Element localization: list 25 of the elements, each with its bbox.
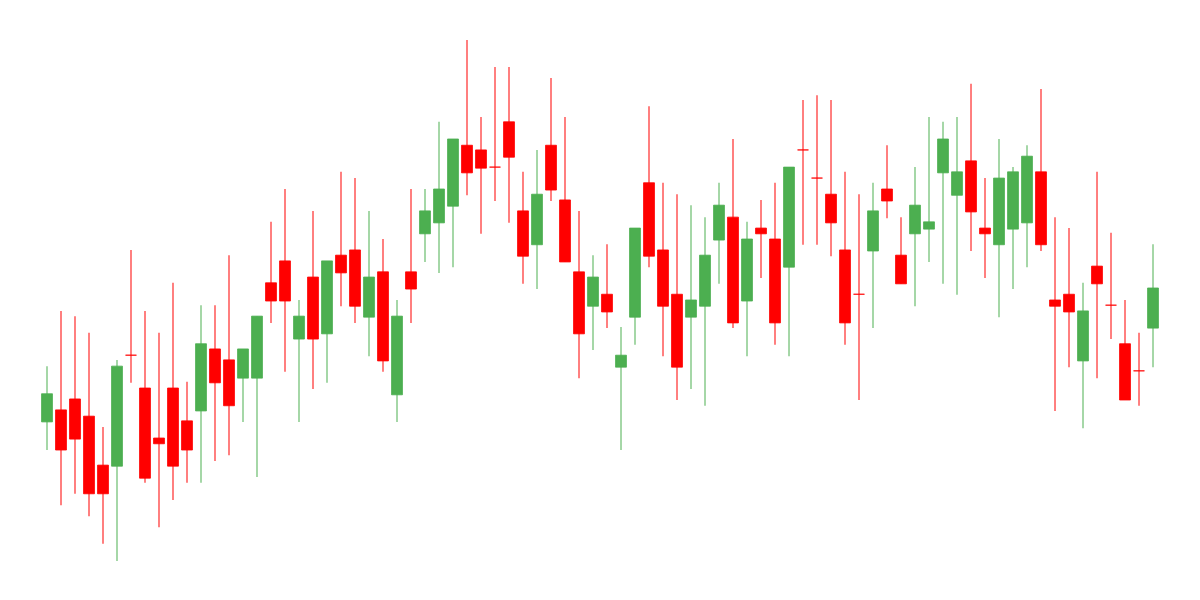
candlestick (1105, 232, 1117, 340)
candlestick (811, 94, 823, 246)
candlestick (601, 243, 613, 329)
candlestick (881, 144, 893, 219)
candlestick (293, 299, 305, 423)
candlestick (979, 177, 991, 279)
candlestick (1091, 171, 1103, 379)
candlestick (797, 99, 809, 246)
candlestick (153, 332, 165, 528)
candlestick (125, 249, 137, 384)
candlestick (419, 188, 431, 263)
candlestick (755, 199, 767, 279)
candlestick (1049, 216, 1061, 412)
candlestick (853, 193, 865, 401)
candlestick (335, 171, 347, 307)
candlestick (265, 221, 277, 324)
candlestick (923, 116, 935, 263)
candlestick (615, 326, 627, 451)
candlestick (1133, 332, 1145, 407)
candlestick (475, 116, 487, 235)
candlestick (489, 66, 501, 202)
candlestick (951, 116, 963, 296)
candlestick (1063, 227, 1075, 368)
candlestick (685, 204, 697, 390)
candlestick (405, 188, 417, 324)
